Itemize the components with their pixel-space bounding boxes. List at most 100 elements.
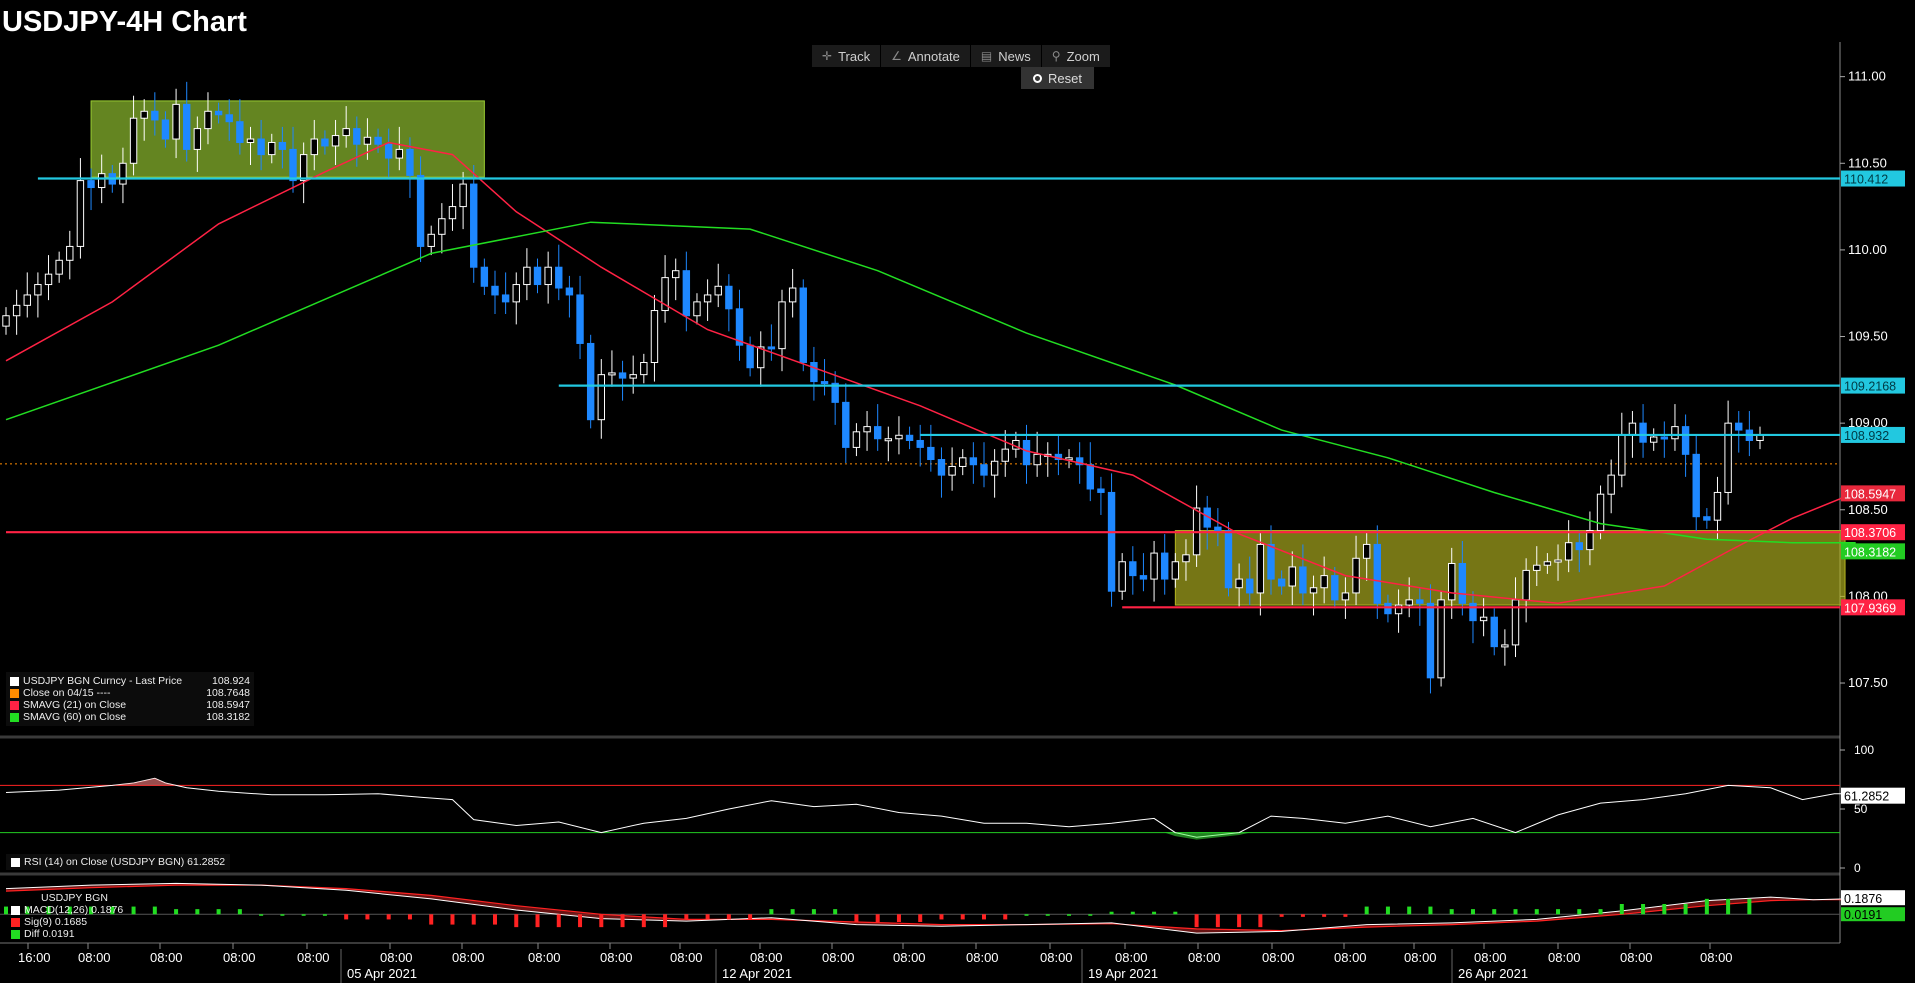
macd-histogram-bar (1556, 909, 1561, 915)
x-tick-label: 08:00 (1548, 950, 1581, 965)
candle (1596, 493, 1605, 532)
macd-histogram-bar (1641, 904, 1646, 915)
macd-last-label: 0.1876 (1844, 892, 1882, 906)
candle (470, 183, 478, 268)
rsi-line (5, 777, 1877, 838)
candle (1065, 457, 1073, 461)
candle (1490, 616, 1498, 648)
candle (268, 141, 276, 156)
candle (693, 301, 701, 317)
candle (459, 183, 467, 208)
macd-histogram-bar (1045, 914, 1050, 916)
legend-swatch (10, 700, 19, 710)
rsi-legend-label: RSI (14) on Close (USDJPY BGN) 61.2852 (24, 856, 226, 868)
candle (236, 121, 244, 143)
candle (629, 374, 637, 379)
candle (767, 346, 776, 350)
candle (990, 460, 999, 476)
candle (1277, 578, 1286, 587)
macd-histogram-bar (854, 914, 859, 922)
candle (576, 294, 584, 344)
candle (1309, 587, 1318, 594)
level-label-box (1841, 377, 1905, 394)
news-button[interactable]: ▤ News (971, 45, 1042, 67)
x-tick-label: 08:00 (1262, 950, 1295, 965)
candle (884, 438, 893, 442)
candle (1352, 557, 1360, 594)
reset-button[interactable]: Reset (1021, 67, 1094, 89)
x-tick-label: 08:00 (750, 950, 783, 965)
candle (1628, 422, 1637, 436)
macd-histogram-bar (1237, 914, 1242, 928)
macd-legend-label: MACD(12,26) 0.1876 (24, 904, 124, 916)
macd-histogram-bar (1683, 904, 1688, 915)
candle (1107, 491, 1116, 592)
macd-histogram-bar (1492, 909, 1497, 915)
candle (1129, 561, 1137, 577)
x-tick-label: 08:00 (600, 950, 633, 965)
date-label: 12 Apr 2021 (722, 966, 792, 981)
y-tick-label: 110.00 (1848, 242, 1887, 257)
candle (725, 285, 733, 310)
candle (1288, 566, 1296, 587)
rsi-overbought-fill (112, 778, 177, 786)
candle (969, 457, 978, 466)
candle (757, 346, 765, 369)
candle (1522, 569, 1530, 601)
candle (12, 304, 21, 317)
candle (1150, 552, 1158, 580)
candle (852, 431, 861, 448)
candle (842, 401, 850, 448)
macd-histogram-bar (344, 914, 349, 920)
macd-histogram-bar (1747, 898, 1752, 915)
macd-histogram-bar (450, 914, 455, 925)
macd-histogram-bar (174, 909, 179, 915)
candle (1575, 542, 1583, 551)
track-button[interactable]: ✛ Track (812, 45, 882, 67)
macd-histogram-bar (429, 914, 434, 925)
macd-histogram-bar (1024, 914, 1029, 916)
candle (1618, 434, 1626, 476)
x-tick-label: 08:00 (150, 950, 183, 965)
rsi-legend-row: RSI (14) on Close (USDJPY BGN) 61.2852 (11, 856, 225, 868)
candle (565, 287, 574, 296)
zoom-button[interactable]: ⚲ Zoom (1042, 45, 1111, 67)
annotate-button[interactable]: ∠ Annotate (881, 45, 971, 67)
macd-histogram-bar (67, 906, 72, 915)
macd-histogram-bar (322, 914, 327, 916)
candle (831, 382, 839, 403)
x-tick-label: 08:00 (297, 950, 330, 965)
candle (512, 284, 520, 303)
x-tick-label: 08:00 (380, 950, 413, 965)
candle (1469, 602, 1477, 622)
x-tick-label: 08:00 (893, 950, 926, 965)
legend-value: 108.7648 (206, 687, 250, 699)
candle (1214, 526, 1222, 532)
macd-histogram-bar (1513, 909, 1518, 915)
candle (1681, 426, 1690, 455)
candle (597, 374, 605, 421)
pencil-icon: ∠ (891, 49, 902, 63)
candle (119, 162, 127, 185)
macd-histogram-bar (1279, 914, 1284, 917)
macd-histogram-bar (939, 914, 944, 920)
candle (1001, 448, 1009, 462)
candle (331, 135, 340, 147)
reset-label: Reset (1048, 70, 1082, 86)
macd-histogram-bar (896, 914, 901, 922)
candle (788, 287, 797, 303)
candle (555, 266, 563, 289)
candle (257, 138, 265, 156)
macd-histogram-bar (663, 914, 668, 928)
macd-line (5, 882, 1877, 934)
macd-histogram-bar (1364, 906, 1369, 915)
macd-last-box (1841, 890, 1905, 906)
macd-legend-row: MACD(12,26) 0.1876 (11, 904, 123, 916)
x-tick-label: 08:00 (966, 950, 999, 965)
legend-row-sma60: SMAVG (60) on Close 108.3182 (10, 711, 250, 723)
candle (640, 362, 648, 376)
macd-histogram-bar (386, 914, 391, 920)
candle (161, 119, 170, 140)
macd-histogram-bar (578, 914, 583, 928)
y-tick-label: 109.00 (1848, 415, 1888, 430)
